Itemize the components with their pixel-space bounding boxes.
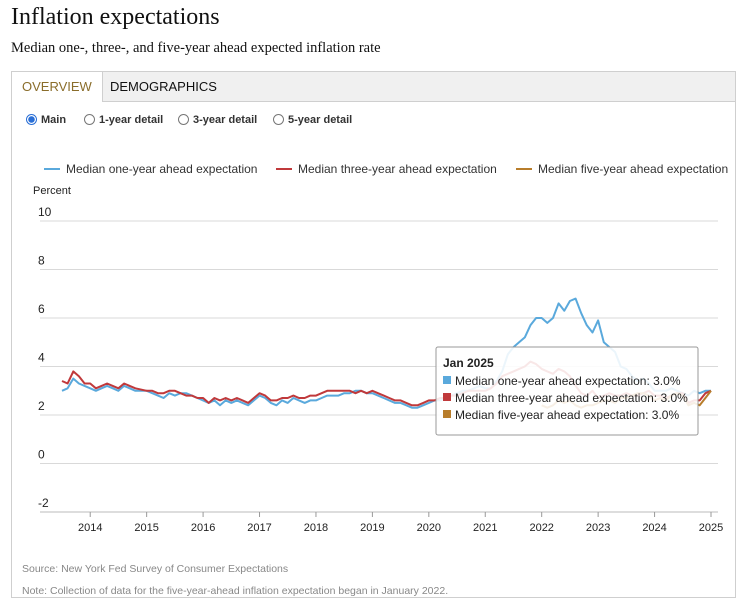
x-tick-label: 2017 [247, 522, 271, 534]
radio-label: Main [41, 114, 67, 126]
radio-label: 1-year detail [99, 114, 164, 126]
y-axis-label: Percent [33, 185, 71, 197]
x-tick-label: 2025 [699, 522, 723, 534]
tab-bar: OVERVIEW DEMOGRAPHICS [12, 72, 735, 102]
x-tick-label: 2014 [78, 522, 102, 534]
x-tick-label: 2023 [586, 522, 610, 534]
legend-item: Median three-year ahead expectation [298, 162, 497, 176]
radio-label: 5-year detail [288, 114, 353, 126]
tooltip-item: Median three-year ahead expectation: 3.0… [455, 391, 688, 405]
y-tick-label: -2 [38, 496, 49, 510]
x-tick-label: 2015 [134, 522, 158, 534]
page-subtitle: Median one-, three-, and five-year ahead… [11, 40, 381, 56]
x-tick-label: 2016 [191, 522, 215, 534]
footnote: Note: Collection of data for the five-ye… [22, 585, 449, 597]
source-note: Source: New York Fed Survey of Consumer … [22, 563, 289, 575]
radio-label: 3-year detail [193, 114, 258, 126]
chart-panel: OVERVIEW DEMOGRAPHICS Main 1-year detail… [11, 71, 736, 598]
y-tick-label: 10 [38, 205, 52, 219]
legend-item: Median one-year ahead expectation [66, 162, 257, 176]
radio-icon [178, 114, 189, 125]
x-tick-label: 2022 [529, 522, 553, 534]
radio-icon [84, 114, 95, 125]
radio-1-year-detail[interactable]: 1-year detail [84, 114, 163, 126]
radio-selected-icon [26, 114, 37, 125]
y-tick-label: 8 [38, 254, 45, 268]
x-tick-label: 2018 [304, 522, 328, 534]
x-tick-label: 2019 [360, 522, 384, 534]
tooltip-item: Median five-year ahead expectation: 3.0% [455, 408, 679, 422]
tab-demographics[interactable]: DEMOGRAPHICS [110, 79, 217, 94]
radio-main[interactable]: Main [26, 114, 66, 126]
y-tick-label: 4 [38, 351, 45, 365]
series-line-1 [61, 297, 711, 409]
radio-icon [273, 114, 284, 125]
radio-3-year-detail[interactable]: 3-year detail [178, 114, 257, 126]
tab-overview[interactable]: OVERVIEW [12, 72, 103, 102]
radio-5-year-detail[interactable]: 5-year detail [273, 114, 352, 126]
y-tick-label: 2 [38, 399, 45, 413]
y-tick-label: 0 [38, 448, 45, 462]
x-tick-label: 2021 [473, 522, 497, 534]
tooltip-swatch [443, 410, 451, 418]
y-tick-label: 6 [38, 302, 45, 316]
tooltip-box [435, 346, 699, 436]
tooltip-swatch [443, 376, 451, 384]
legend-item: Median five-year ahead expectation [538, 162, 728, 176]
tooltip-swatch [443, 393, 451, 401]
tooltip-item: Median one-year ahead expectation: 3.0% [455, 374, 681, 388]
x-tick-label: 2024 [642, 522, 666, 534]
page-title: Inflation expectations [11, 4, 220, 30]
tooltip-title: Jan 2025 [443, 356, 494, 370]
x-tick-label: 2020 [417, 522, 441, 534]
